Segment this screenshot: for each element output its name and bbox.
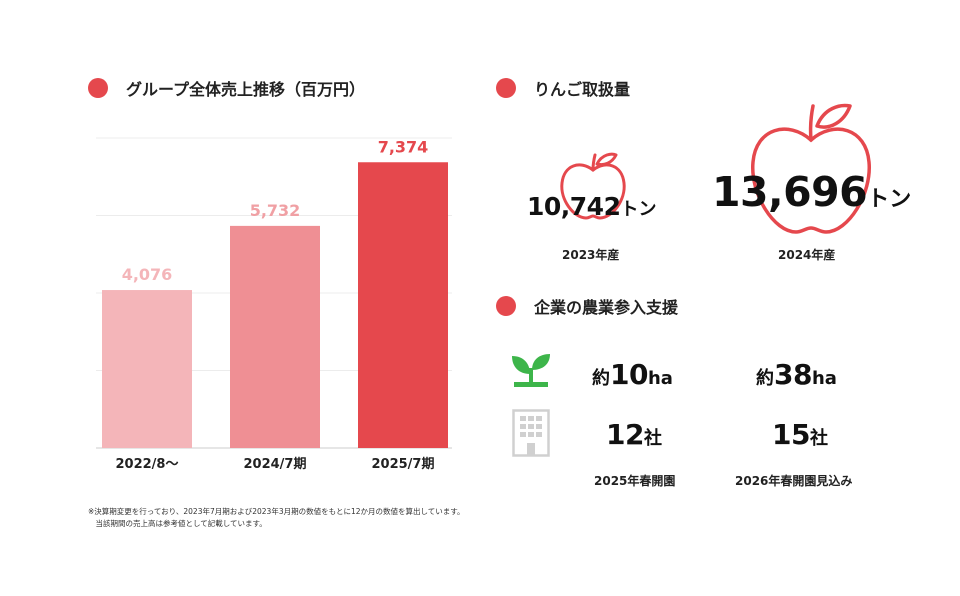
footnote-line: 当該期間の売上高は参考値として記載しています。 — [88, 519, 267, 528]
company-count-2025: 12社 — [606, 418, 662, 451]
building-icon — [512, 409, 550, 457]
apple-volume-value: 13,696トン — [712, 168, 912, 216]
footnote: ※決算期変更を行っており、2023年7月期および2023年3月期の数値をもとに1… — [88, 506, 465, 530]
farming-section-heading: 企業の農業参入支援 — [496, 294, 678, 318]
farm-area-2026: 約38ha — [756, 358, 837, 391]
data-label: 4,076 — [122, 265, 173, 284]
sales-bar-chart: 4,0762022/8〜2023/7※5,7322024/7期7,3742025… — [96, 137, 452, 472]
sales-section-heading: グループ全体売上推移（百万円） — [88, 76, 365, 100]
footnote-line: ※決算期変更を行っており、2023年7月期および2023年3月期の数値をもとに1… — [88, 507, 465, 516]
heading-dot-icon — [496, 296, 516, 316]
farming-caption-2026: 2026年春開園見込み — [735, 474, 853, 488]
apples-section-title: りんご取扱量 — [534, 80, 631, 99]
apples-section-heading: りんご取扱量 — [496, 76, 630, 100]
bar — [358, 162, 448, 448]
apple-volume-value: 10,742トン — [527, 192, 657, 221]
sales-section-title: グループ全体売上推移（百万円） — [126, 80, 366, 99]
farm-area-2025: 約10ha — [592, 358, 673, 391]
bar — [230, 225, 320, 448]
apple-outline-icon — [560, 152, 626, 220]
apple-outline-icon — [751, 103, 871, 234]
data-label: 5,732 — [250, 201, 301, 220]
heading-dot-icon — [496, 78, 516, 98]
apple-volume-year: 2023年産 — [562, 248, 620, 262]
farming-caption-2025: 2025年春開園 — [594, 474, 676, 488]
bar — [102, 290, 192, 448]
sprout-icon — [512, 354, 550, 387]
x-tick-label: 2022/8〜 — [116, 457, 179, 472]
heading-dot-icon — [88, 78, 108, 98]
farming-section-title: 企業の農業参入支援 — [534, 298, 679, 317]
apple-volume-year: 2024年産 — [778, 248, 836, 262]
data-label: 7,374 — [378, 137, 429, 156]
company-count-2026: 15社 — [772, 418, 828, 451]
x-tick-label: 2024/7期 — [244, 457, 307, 472]
x-tick-label: 2025/7期 — [372, 457, 435, 472]
